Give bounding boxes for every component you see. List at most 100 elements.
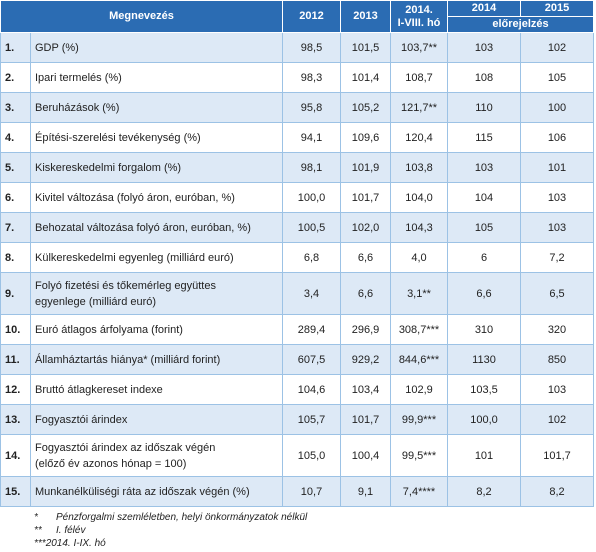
label-line: Külkereskedelmi egyenleg (milliárd euró) (35, 251, 234, 264)
footnote: ***2014. I-IX. hó (0, 537, 596, 550)
table-row: 6. Kivitel változása (folyó áron, euróban… (0, 182, 594, 213)
cell-value: 95,8 (282, 92, 341, 123)
cell-value: 101,5 (340, 32, 391, 63)
cell-value: 310 (447, 314, 521, 345)
cell-value: 103 (447, 152, 521, 183)
footnotes: * Pénzforgalmi szemléletben, helyi önkorm… (0, 511, 596, 550)
row-number: 15. (0, 476, 31, 507)
row-number: 12. (0, 374, 31, 405)
table-row: 5. Kiskereskedelmi forgalom (%) 98,1 101,9 1… (0, 152, 594, 183)
cell-value: 102,9 (390, 374, 448, 405)
header-forecast: előrejelzés (447, 16, 594, 33)
table-row: 2. Ipari termelés (%) 98,3 101,4 108,7 108 105 (0, 62, 594, 93)
table-row: 7. Behozatal változása folyó áron, euróba… (0, 212, 594, 243)
footnote-marker: * (34, 512, 38, 523)
header-year: 2014. I-VIII. hó (390, 0, 448, 33)
cell-value: 4,0 (390, 242, 448, 273)
cell-value: 101,7 (340, 182, 391, 213)
cell-value: 100,0 (447, 404, 521, 435)
cell-value: 98,1 (282, 152, 341, 183)
label-line: Euró átlagos árfolyama (forint) (35, 323, 183, 336)
header-name: Megnevezés (0, 0, 283, 33)
cell-value: 94,1 (282, 122, 341, 153)
cell-value: 99,5*** (390, 434, 448, 477)
footnote-text: Pénzforgalmi szemléletben, helyi önkormá… (56, 512, 308, 523)
label-line: Munkanélküliségi ráta az időszak végén (… (35, 485, 250, 498)
footnote: ** I. félév (0, 524, 596, 537)
cell-value: 850 (520, 344, 594, 375)
header-year: 2014 (447, 0, 521, 17)
cell-value: 289,4 (282, 314, 341, 345)
cell-value: 98,3 (282, 62, 341, 93)
cell-value: 8,2 (520, 476, 594, 507)
cell-value: 6,6 (447, 272, 521, 315)
row-number: 3. (0, 92, 31, 123)
cell-value: 104,0 (390, 182, 448, 213)
table-row: 1. GDP (%) 98,5 101,5 103,7** 103 102 (0, 32, 594, 63)
cell-value: 6,5 (520, 272, 594, 315)
label-line: GDP (%) (35, 41, 79, 54)
header-year: 2015 (520, 0, 594, 17)
cell-value: 109,6 (340, 122, 391, 153)
table-body: 1. GDP (%) 98,5 101,5 103,7** 103 102 2. Ipari t… (0, 32, 594, 507)
cell-value: 104 (447, 182, 521, 213)
footnote-marker: *** (34, 538, 46, 549)
cell-value: 105,2 (340, 92, 391, 123)
row-label: Munkanélküliségi ráta az időszak végén (… (30, 476, 283, 507)
cell-value: 101,4 (340, 62, 391, 93)
cell-value: 6,8 (282, 242, 341, 273)
cell-value: 101,7 (520, 434, 594, 477)
row-number: 6. (0, 182, 31, 213)
cell-value: 101 (520, 152, 594, 183)
label-line: Építési-szerelési tevékenység (%) (35, 131, 201, 144)
cell-value: 7,2 (520, 242, 594, 273)
cell-value: 101,7 (340, 404, 391, 435)
row-number: 13. (0, 404, 31, 435)
table-row: 9. Folyó fizetési és tőkemérleg együttes e… (0, 272, 594, 315)
cell-value: 102 (520, 32, 594, 63)
row-label: GDP (%) (30, 32, 283, 63)
row-number: 7. (0, 212, 31, 243)
cell-value: 607,5 (282, 344, 341, 375)
cell-value: 844,6*** (390, 344, 448, 375)
label-line: Fogyasztói árindex az időszak végén (35, 441, 216, 454)
cell-value: 104,3 (390, 212, 448, 243)
cell-value: 101,9 (340, 152, 391, 183)
row-label: Építési-szerelési tevékenység (%) (30, 122, 283, 153)
header-line: 2014. (405, 3, 433, 16)
row-number: 14. (0, 434, 31, 477)
row-number: 2. (0, 62, 31, 93)
header-line: I-VIII. hó (397, 16, 441, 29)
cell-value: 103,4 (340, 374, 391, 405)
row-label: Kiskereskedelmi forgalom (%) (30, 152, 283, 183)
row-label: Külkereskedelmi egyenleg (milliárd euró) (30, 242, 283, 273)
row-number: 10. (0, 314, 31, 345)
row-label: Kivitel változása (folyó áron, euróban, … (30, 182, 283, 213)
cell-value: 102 (520, 404, 594, 435)
cell-value: 929,2 (340, 344, 391, 375)
table-row: 13. Fogyasztói árindex 105,7 101,7 99,9*** 10… (0, 404, 594, 435)
cell-value: 104,6 (282, 374, 341, 405)
label-line: Államháztartás hiánya* (milliárd forint) (35, 353, 221, 366)
row-number: 4. (0, 122, 31, 153)
cell-value: 103 (447, 32, 521, 63)
cell-value: 9,1 (340, 476, 391, 507)
cell-value: 120,4 (390, 122, 448, 153)
cell-value: 296,9 (340, 314, 391, 345)
row-label: Folyó fizetési és tőkemérleg együttes egy… (30, 272, 283, 315)
row-number: 9. (0, 272, 31, 315)
table-row: 15. Munkanélküliségi ráta az időszak végé… (0, 476, 594, 507)
cell-value: 103 (520, 374, 594, 405)
table-row: 3. Beruházások (%) 95,8 105,2 121,7** 110 100 (0, 92, 594, 123)
label-line: Fogyasztói árindex (35, 413, 128, 426)
label-line: Folyó fizetési és tőkemérleg együttes (35, 279, 216, 292)
row-label: Államháztartás hiánya* (milliárd forint) (30, 344, 283, 375)
table-row: 8. Külkereskedelmi egyenleg (milliárd eur… (0, 242, 594, 273)
row-label: Fogyasztói árindex (30, 404, 283, 435)
cell-value: 6 (447, 242, 521, 273)
row-number: 8. (0, 242, 31, 273)
cell-value: 100,0 (282, 182, 341, 213)
cell-value: 100,5 (282, 212, 341, 243)
row-number: 5. (0, 152, 31, 183)
